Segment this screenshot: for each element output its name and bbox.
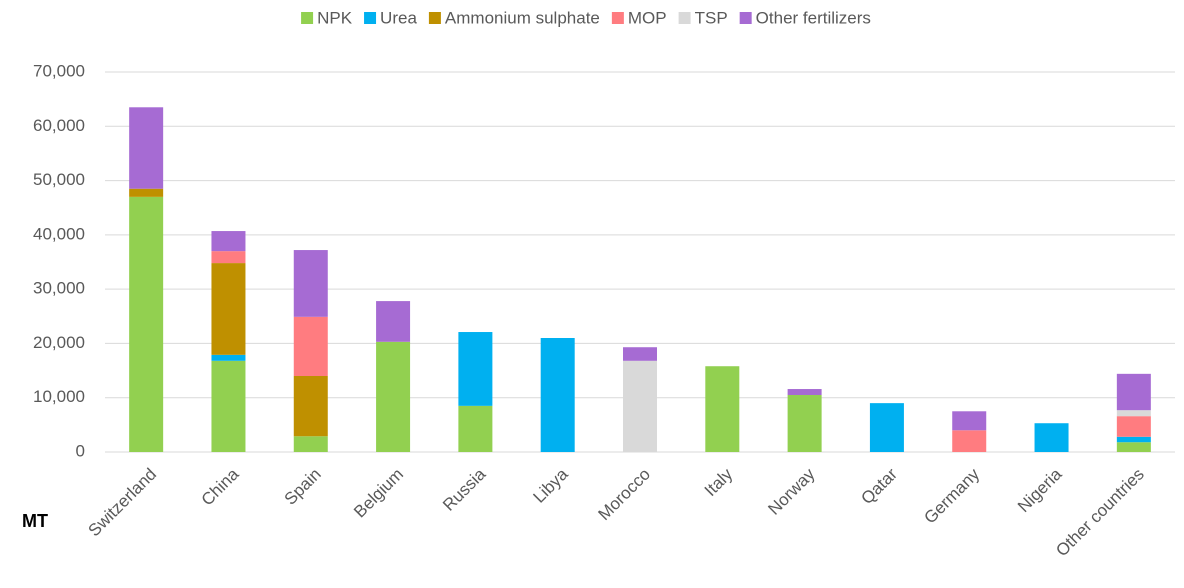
x-tick-label: Switzerland <box>85 465 161 541</box>
x-tick-label: Nigeria <box>1014 464 1066 516</box>
bar-segment <box>623 347 657 361</box>
y-axis-label: MT <box>22 511 48 531</box>
bar-segment <box>211 251 246 264</box>
bar-segment <box>376 341 411 452</box>
bar-segment <box>952 411 987 431</box>
bar-segment <box>952 430 987 452</box>
x-tick-label: Spain <box>281 465 325 509</box>
y-tick-label: 0 <box>76 441 85 460</box>
bar-segment <box>293 436 328 452</box>
y-tick-label: 30,000 <box>33 279 85 298</box>
y-tick-label: 60,000 <box>33 116 85 135</box>
legend-label: TSP <box>695 8 728 27</box>
x-tick-label: Qatar <box>857 464 901 508</box>
bar-segment <box>623 360 657 452</box>
x-tick-label: Morocco <box>594 465 654 525</box>
bar-segment <box>1116 410 1151 417</box>
bar-segment <box>458 332 493 406</box>
bar-segment <box>1116 436 1151 443</box>
bar-segment <box>129 188 164 197</box>
y-tick-label: 20,000 <box>33 333 85 352</box>
legend-swatch <box>301 12 314 24</box>
legend-label: NPK <box>317 8 353 27</box>
legend-swatch <box>739 12 752 24</box>
y-tick-label: 40,000 <box>33 224 85 243</box>
bar-segment <box>293 250 328 317</box>
legend-swatch <box>611 12 624 24</box>
legend-swatch <box>364 12 377 24</box>
bar-segment <box>1116 442 1151 452</box>
bar-segment <box>787 395 822 452</box>
x-tick-label: Germany <box>920 464 983 527</box>
y-tick-label: 50,000 <box>33 170 85 189</box>
x-tick-label: Libya <box>530 464 573 507</box>
legend-label: Urea <box>380 8 417 27</box>
bar-segment <box>869 403 904 452</box>
y-tick-label: 70,000 <box>33 61 85 80</box>
y-tick-label: 10,000 <box>33 387 85 406</box>
bar-segment <box>540 338 575 452</box>
bar-segment <box>211 360 246 452</box>
legend-swatch <box>428 12 441 24</box>
bar-segment <box>1034 423 1069 452</box>
x-tick-label: Italy <box>701 464 737 500</box>
bar-segment <box>211 231 246 252</box>
x-tick-label: Norway <box>764 464 819 519</box>
bar-segment <box>1116 373 1151 411</box>
bar-segment <box>705 366 740 452</box>
legend-label: Ammonium sulphate <box>445 8 600 27</box>
bar-segment <box>376 301 411 342</box>
bar-segment <box>458 405 493 452</box>
bar-segment <box>129 107 164 189</box>
legend-label: MOP <box>628 8 667 27</box>
bar-segment <box>211 354 246 361</box>
x-tick-label: Other countries <box>1052 465 1148 561</box>
bar-segment <box>293 316 328 376</box>
bar-segment <box>211 263 246 355</box>
legend-label: Other fertilizers <box>756 8 871 27</box>
legend-swatch <box>678 12 691 24</box>
x-tick-label: China <box>198 464 243 509</box>
x-tick-label: Belgium <box>350 465 407 522</box>
bar-segment <box>129 196 164 452</box>
bar-segment <box>787 389 822 395</box>
x-tick-label: Russia <box>439 464 490 515</box>
bar-segment <box>1116 416 1151 437</box>
bar-segment <box>293 376 328 437</box>
